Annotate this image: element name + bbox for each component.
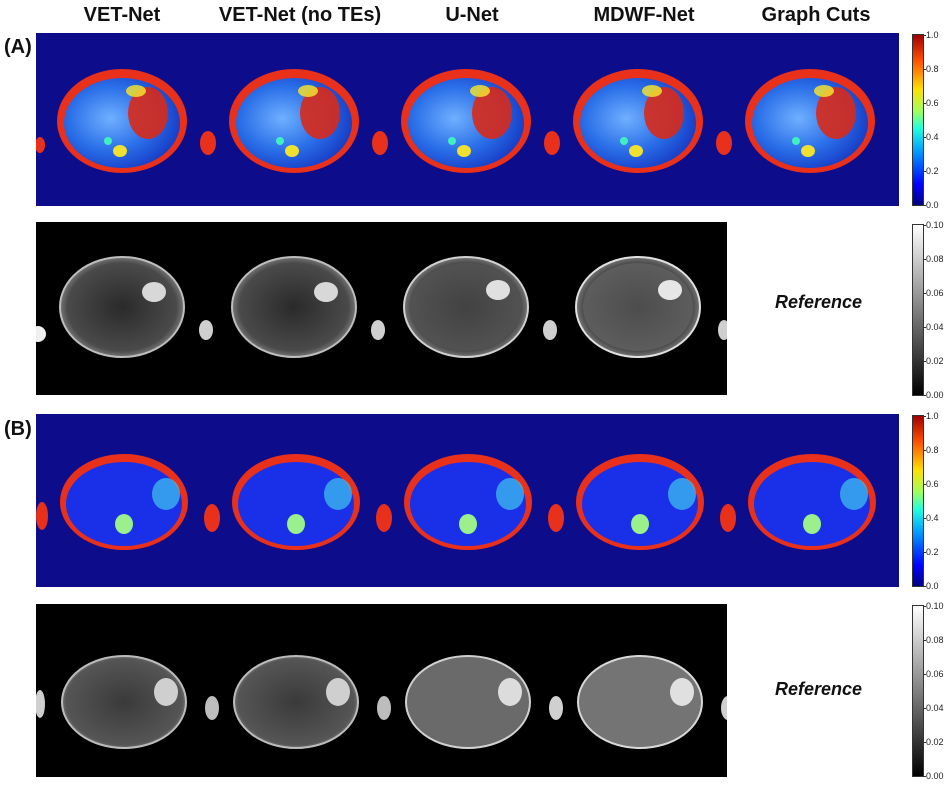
pdff-tick-b-label: 1.0	[926, 411, 939, 421]
error-colorbar-a	[912, 224, 924, 396]
pdff-tick-b-mark	[923, 586, 926, 587]
error-tick-a-label: 0.06	[926, 288, 944, 298]
pdff-tick-a-mark	[923, 137, 926, 138]
pdff-tick-b-label: 0.6	[926, 479, 939, 489]
pdff-colorbar-a	[912, 34, 924, 206]
pdff-tick-a-mark	[923, 69, 926, 70]
error-maps-b	[36, 655, 727, 749]
pdff-tick-a-label: 1.0	[926, 30, 939, 40]
pdff-tick-b-mark	[923, 416, 926, 417]
pdff-map-strip-b	[36, 414, 899, 587]
pdff-tick-b-label: 0.0	[926, 581, 939, 591]
pdff-map-strip-a	[36, 33, 899, 206]
pdff-tick-a-label: 0.0	[926, 200, 939, 210]
pdff-tick-b-mark	[923, 518, 926, 519]
pdff-tick-b-label: 0.2	[926, 547, 939, 557]
error-tick-a-label: 0.02	[926, 356, 944, 366]
error-tick-b-mark	[923, 742, 926, 743]
column-header-vet-net: VET-Net	[83, 4, 161, 26]
pdff-maps-b	[36, 454, 876, 550]
pdff-tick-b-mark	[923, 484, 926, 485]
error-tick-b-mark	[923, 640, 926, 641]
error-tick-a-label: 0.08	[926, 254, 944, 264]
column-header-u-net: U-Net	[445, 4, 499, 26]
error-tick-b-mark	[923, 776, 926, 777]
error-map-strip-b	[36, 604, 727, 777]
error-tick-a-label: 0.00	[926, 390, 944, 400]
error-tick-b-mark	[923, 674, 926, 675]
pdff-slices-a	[36, 69, 875, 173]
pdff-maps-a	[36, 69, 875, 173]
error-tick-a-mark	[923, 225, 926, 226]
pdff-tick-a-label: 0.4	[926, 132, 939, 142]
pdff-tick-a-mark	[923, 205, 926, 206]
error-map-strip-a	[36, 222, 727, 395]
column-header-graph-cuts: Graph Cuts	[761, 4, 871, 26]
error-tick-a-label: 0.10	[926, 220, 944, 230]
pdff-tick-b-label: 0.8	[926, 445, 939, 455]
pdff-colorbar-b	[912, 415, 924, 587]
error-tick-b-label: 0.02	[926, 737, 944, 747]
error-tick-b-mark	[923, 708, 926, 709]
panel-label-a: (A)	[4, 36, 32, 58]
column-header-vet-net-no-tes: VET-Net (no TEs)	[218, 4, 382, 26]
pdff-tick-b-mark	[923, 450, 926, 451]
reference-label-a: Reference	[775, 292, 863, 312]
pdff-tick-a-mark	[923, 103, 926, 104]
error-tick-a-mark	[923, 361, 926, 362]
pdff-tick-a-mark	[923, 171, 926, 172]
pdff-tick-a-label: 0.2	[926, 166, 939, 176]
error-tick-a-mark	[923, 327, 926, 328]
pdff-tick-a-label: 0.8	[926, 64, 939, 74]
error-tick-b-label: 0.08	[926, 635, 944, 645]
pdff-tick-a-label: 0.6	[926, 98, 939, 108]
error-tick-b-mark	[923, 606, 926, 607]
reference-label-b: Reference	[775, 679, 863, 699]
pdff-tick-b-label: 0.4	[926, 513, 939, 523]
error-colorbar-b	[912, 605, 924, 777]
pdff-tick-b-mark	[923, 552, 926, 553]
error-tick-b-label: 0.04	[926, 703, 944, 713]
error-tick-a-label: 0.04	[926, 322, 944, 332]
column-header-mdwf-net: MDWF-Net	[593, 4, 695, 26]
error-maps-a	[36, 256, 727, 358]
error-tick-b-label: 0.00	[926, 771, 944, 781]
error-tick-a-mark	[923, 293, 926, 294]
error-tick-a-mark	[923, 395, 926, 396]
panel-label-b: (B)	[4, 418, 32, 440]
error-tick-b-label: 0.10	[926, 601, 944, 611]
error-tick-a-mark	[923, 259, 926, 260]
error-tick-b-label: 0.06	[926, 669, 944, 679]
pdff-tick-a-mark	[923, 35, 926, 36]
